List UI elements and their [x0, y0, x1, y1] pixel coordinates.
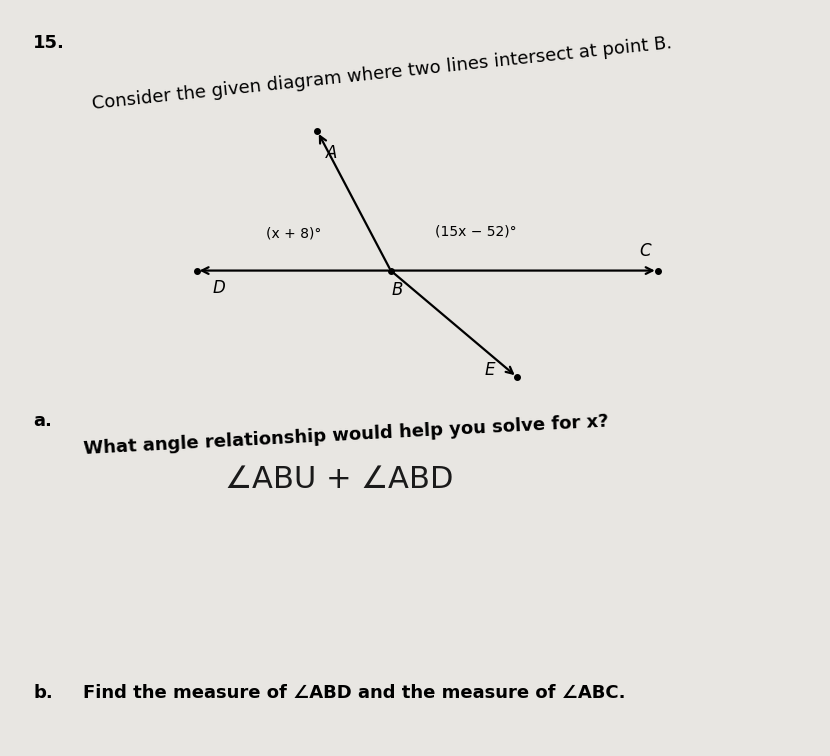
Text: 15.: 15.: [33, 34, 65, 52]
Text: Find the measure of ∠ABD and the measure of ∠ABC.: Find the measure of ∠ABD and the measure…: [83, 684, 626, 702]
Text: C: C: [640, 243, 652, 260]
Text: b.: b.: [33, 684, 53, 702]
Text: (x + 8)°: (x + 8)°: [266, 227, 321, 241]
Text: What angle relationship would help you solve for x?: What angle relationship would help you s…: [83, 412, 609, 457]
Text: D: D: [212, 279, 225, 297]
Text: Consider the given diagram where two lines intersect at point B.: Consider the given diagram where two lin…: [91, 34, 673, 113]
Text: a.: a.: [33, 412, 52, 430]
Text: A: A: [326, 144, 338, 163]
Text: E: E: [485, 361, 496, 379]
Text: (15x − 52)°: (15x − 52)°: [435, 225, 516, 238]
Text: B: B: [391, 280, 403, 299]
Text: $\angle$ABU $+$ $\angle$ABD: $\angle$ABU $+$ $\angle$ABD: [224, 465, 453, 494]
